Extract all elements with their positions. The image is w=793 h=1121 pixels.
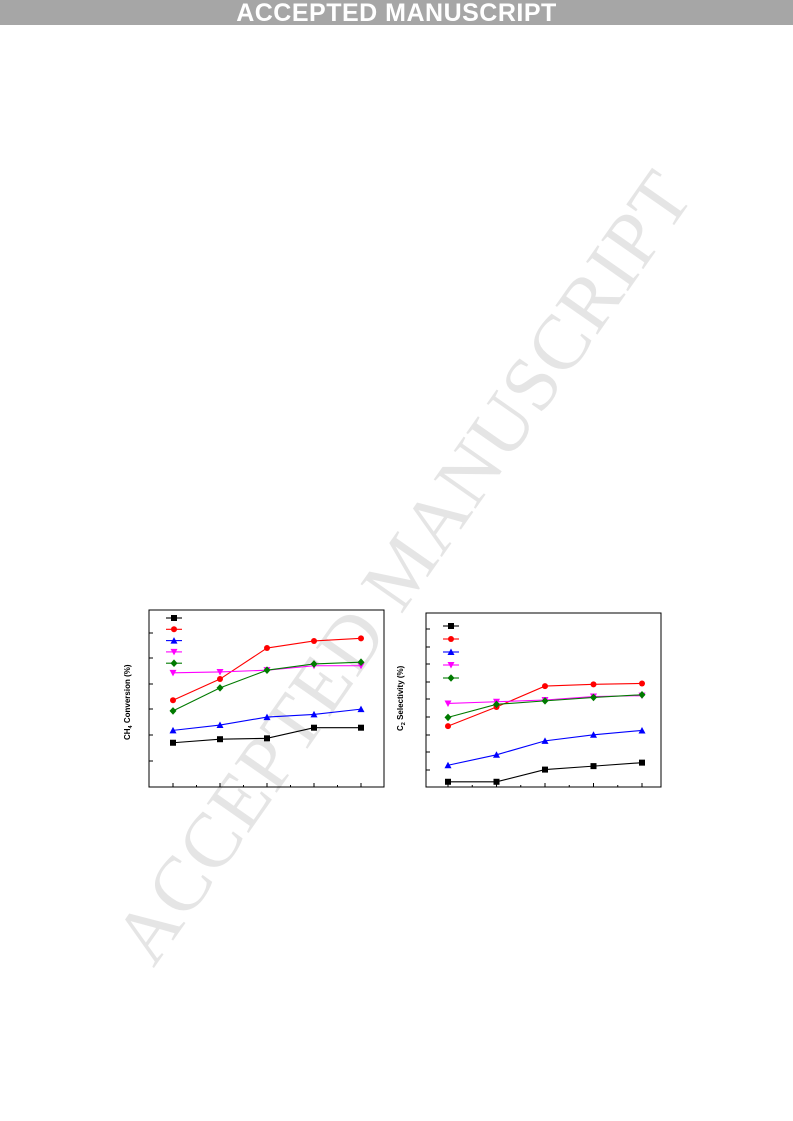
data-point-circle: [542, 683, 548, 690]
data-point-circle: [358, 635, 364, 642]
legend-marker-square: [448, 623, 454, 629]
data-point-square: [445, 778, 451, 785]
legend-marker-circle: [448, 636, 454, 642]
data-point-triangle-down: [216, 668, 224, 676]
data-point-diamond: [169, 707, 177, 715]
legend-marker-triangle-down: [447, 662, 455, 669]
data-point-square: [217, 736, 223, 743]
data-point-triangle-down: [444, 700, 452, 707]
data-point-diamond: [444, 713, 452, 722]
plot-frame: [425, 612, 662, 788]
data-point-square: [170, 739, 176, 746]
data-point-circle: [639, 680, 645, 687]
ch4-conversion-chart: CH4 Conversion (%): [123, 609, 385, 788]
data-point-triangle-up: [444, 761, 452, 769]
legend-marker-circle: [171, 626, 177, 633]
data-point-circle: [217, 676, 223, 683]
plot-frame: [148, 609, 385, 788]
legend-marker-triangle-up: [170, 637, 178, 644]
data-point-square: [264, 735, 270, 742]
data-point-diamond: [590, 693, 597, 702]
data-point-square: [493, 778, 500, 785]
y-axis-label-c2-selectivity: C2 Selectivity (%): [396, 665, 407, 731]
data-point-triangle-down: [169, 669, 177, 677]
data-point-square: [590, 763, 597, 770]
data-point-triangle-up: [493, 751, 500, 758]
data-point-circle: [170, 697, 176, 704]
legend-marker-square: [171, 615, 177, 621]
data-point-triangle-up: [263, 713, 271, 721]
legend-marker-diamond: [447, 674, 455, 682]
data-point-diamond: [541, 697, 549, 705]
data-point-circle: [264, 645, 270, 652]
data-point-diamond: [493, 700, 500, 709]
data-point-triangle-up: [541, 737, 549, 744]
data-point-circle: [445, 723, 451, 730]
data-point-triangle-up: [216, 721, 224, 729]
legend-marker-triangle-up: [447, 648, 455, 655]
data-point-diamond: [216, 684, 224, 692]
series-line-2: [447, 729, 643, 766]
data-point-triangle-up: [590, 731, 597, 738]
y-axis-label-ch4-conversion: CH4 Conversion (%): [123, 664, 134, 740]
data-point-diamond: [310, 660, 318, 668]
accepted-manuscript-banner: ACCEPTED MANUSCRIPT: [0, 0, 793, 26]
data-point-square: [639, 759, 645, 766]
data-point-square: [542, 766, 548, 773]
data-point-triangle-up: [638, 726, 646, 734]
data-point-diamond: [357, 658, 365, 667]
data-point-triangle-up: [357, 705, 365, 713]
data-point-square: [358, 724, 364, 731]
data-point-square: [311, 724, 317, 731]
legend-marker-triangle-down: [170, 648, 178, 656]
data-point-circle: [311, 637, 317, 644]
data-point-diamond: [263, 666, 271, 674]
data-point-triangle-up: [310, 710, 318, 718]
data-point-circle: [590, 681, 597, 688]
series-line-1: [447, 682, 643, 727]
legend-marker-diamond: [170, 659, 178, 667]
data-point-diamond: [638, 690, 646, 699]
c2-selectivity-chart: C2 Selectivity (%): [396, 612, 662, 788]
data-point-triangle-up: [169, 726, 177, 734]
